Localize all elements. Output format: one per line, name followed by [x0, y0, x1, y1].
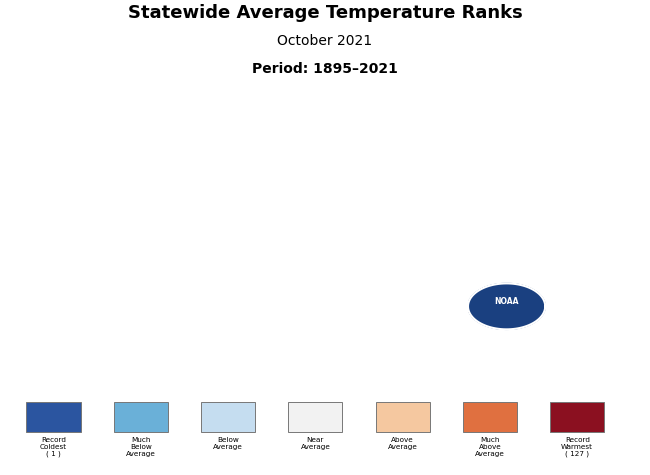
- Bar: [289, 402, 343, 432]
- Text: Statewide Average Temperature Ranks: Statewide Average Temperature Ranks: [127, 4, 523, 22]
- Text: Record
Warmest
( 127 ): Record Warmest ( 127 ): [561, 437, 593, 457]
- Bar: [201, 402, 255, 432]
- Text: Record
Coldest
( 1 ): Record Coldest ( 1 ): [40, 437, 67, 457]
- Bar: [114, 402, 168, 432]
- Text: Much
Below
Average: Much Below Average: [126, 437, 156, 456]
- Bar: [550, 402, 604, 432]
- Text: National Centers for
Environmental
Information
Thu Nov  4 2021: National Centers for Environmental Infor…: [540, 345, 607, 372]
- Bar: [463, 402, 517, 432]
- Text: Much
Above
Average: Much Above Average: [475, 437, 505, 456]
- Bar: [376, 402, 430, 432]
- Polygon shape: [468, 284, 545, 329]
- Text: Above
Average: Above Average: [388, 437, 417, 449]
- Text: Period: 1895–2021: Period: 1895–2021: [252, 62, 398, 76]
- Text: NOAA: NOAA: [495, 297, 519, 305]
- Bar: [27, 402, 81, 432]
- Text: Near
Average: Near Average: [300, 437, 330, 449]
- Text: Below
Average: Below Average: [213, 437, 243, 449]
- Text: October 2021: October 2021: [278, 34, 372, 48]
- Text: Need cartopy or geopandas: Need cartopy or geopandas: [248, 235, 402, 245]
